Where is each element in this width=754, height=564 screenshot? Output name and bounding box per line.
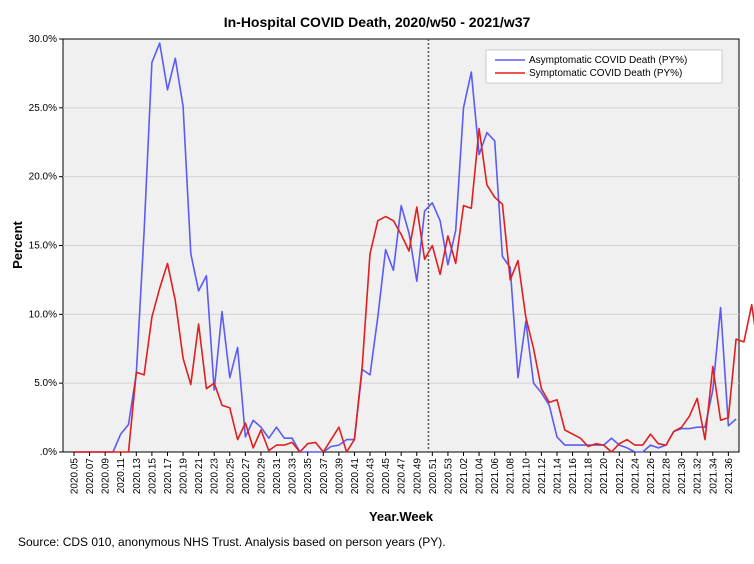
series-line-asymptomatic (74, 42, 737, 453)
x-tick-label: 2020.15 (147, 458, 158, 495)
x-tick-label: 2020.43 (366, 458, 377, 495)
x-tick-label: 2020.19 (179, 458, 190, 495)
series-line-symptomatic (74, 127, 754, 453)
x-tick-label: 2021.30 (677, 458, 688, 495)
x-tick-label: 2021.10 (521, 458, 532, 495)
legend-label-symptomatic: Symptomatic COVID Death (PY%) (529, 68, 682, 79)
gridlines (63, 107, 739, 384)
x-tick-label: 2021.08 (506, 458, 517, 495)
y-tick-label: 25.0% (29, 103, 57, 114)
x-tick-label: 2020.53 (443, 458, 454, 495)
y-axis-title: Percent (10, 220, 25, 268)
chart-title: In-Hospital COVID Death, 2020/w50 - 2021… (224, 14, 531, 30)
y-tick-label: 20.0% (29, 172, 57, 183)
x-axis-title: Year.Week (369, 509, 434, 524)
x-tick-label: 2021.18 (584, 458, 595, 495)
y-tick-label: 30.0% (29, 34, 57, 45)
x-tick-label: 2020.51 (428, 458, 439, 495)
x-tick-label: 2020.13 (132, 458, 143, 495)
x-tick-label: 2020.17 (163, 458, 174, 495)
x-tick-label: 2020.49 (412, 458, 423, 495)
x-axis: 2020.05 2020.07 2020.09 2020.11 2020.13 2020.… (70, 452, 735, 494)
x-tick-label: 2020.23 (210, 458, 221, 495)
x-tick-label: 2020.27 (241, 458, 252, 495)
x-tick-label: 2021.14 (552, 458, 563, 495)
x-tick-label: 2020.29 (256, 458, 267, 495)
x-tick-label: 2020.21 (194, 458, 205, 495)
y-axis: .0% 5.0% 10.0% 15.0% 20.0% 25.0% 30.0% (29, 34, 63, 458)
y-tick-label: 10.0% (29, 309, 57, 320)
x-tick-label: 2021.36 (724, 458, 735, 495)
y-tick-label: 15.0% (29, 241, 57, 252)
legend: Asymptomatic COVID Death (PY%) Symptomat… (485, 49, 723, 84)
x-tick-label: 2020.45 (381, 458, 392, 495)
x-tick-label: 2021.02 (459, 458, 470, 495)
x-tick-label: 2020.39 (334, 458, 345, 495)
x-tick-label: 2020.11 (116, 458, 127, 494)
x-tick-label: 2021.06 (490, 458, 501, 495)
x-tick-label: 2021.34 (708, 458, 719, 495)
x-tick-label: 2021.26 (646, 458, 657, 495)
x-tick-label: 2020.31 (272, 458, 283, 495)
x-tick-label: 2021.28 (662, 458, 673, 495)
x-tick-label: 2021.32 (693, 458, 704, 495)
y-tick-label: .0% (40, 447, 57, 458)
x-tick-label: 2020.07 (85, 458, 96, 495)
x-tick-label: 2021.22 (615, 458, 626, 495)
legend-box (485, 49, 723, 84)
x-tick-label: 2021.24 (630, 458, 641, 495)
x-tick-label: 2020.35 (303, 458, 314, 495)
x-tick-label: 2021.12 (537, 458, 548, 495)
x-tick-label: 2020.09 (101, 458, 112, 495)
x-tick-label: 2020.47 (397, 458, 408, 495)
x-tick-label: 2021.16 (568, 458, 579, 495)
y-tick-label: 5.0% (34, 378, 57, 389)
x-tick-label: 2020.41 (350, 458, 361, 495)
x-tick-label: 2021.20 (599, 458, 610, 495)
legend-label-asymptomatic: Asymptomatic COVID Death (PY%) (529, 55, 687, 66)
x-tick-label: 2020.33 (288, 458, 299, 495)
series-layer (74, 42, 754, 453)
x-tick-label: 2020.05 (70, 458, 81, 495)
x-tick-label: 2021.04 (475, 458, 486, 495)
x-tick-label: 2020.25 (225, 458, 236, 495)
source-note: Source: CDS 010, anonymous NHS Trust. An… (18, 535, 446, 549)
x-tick-label: 2020.37 (319, 458, 330, 495)
